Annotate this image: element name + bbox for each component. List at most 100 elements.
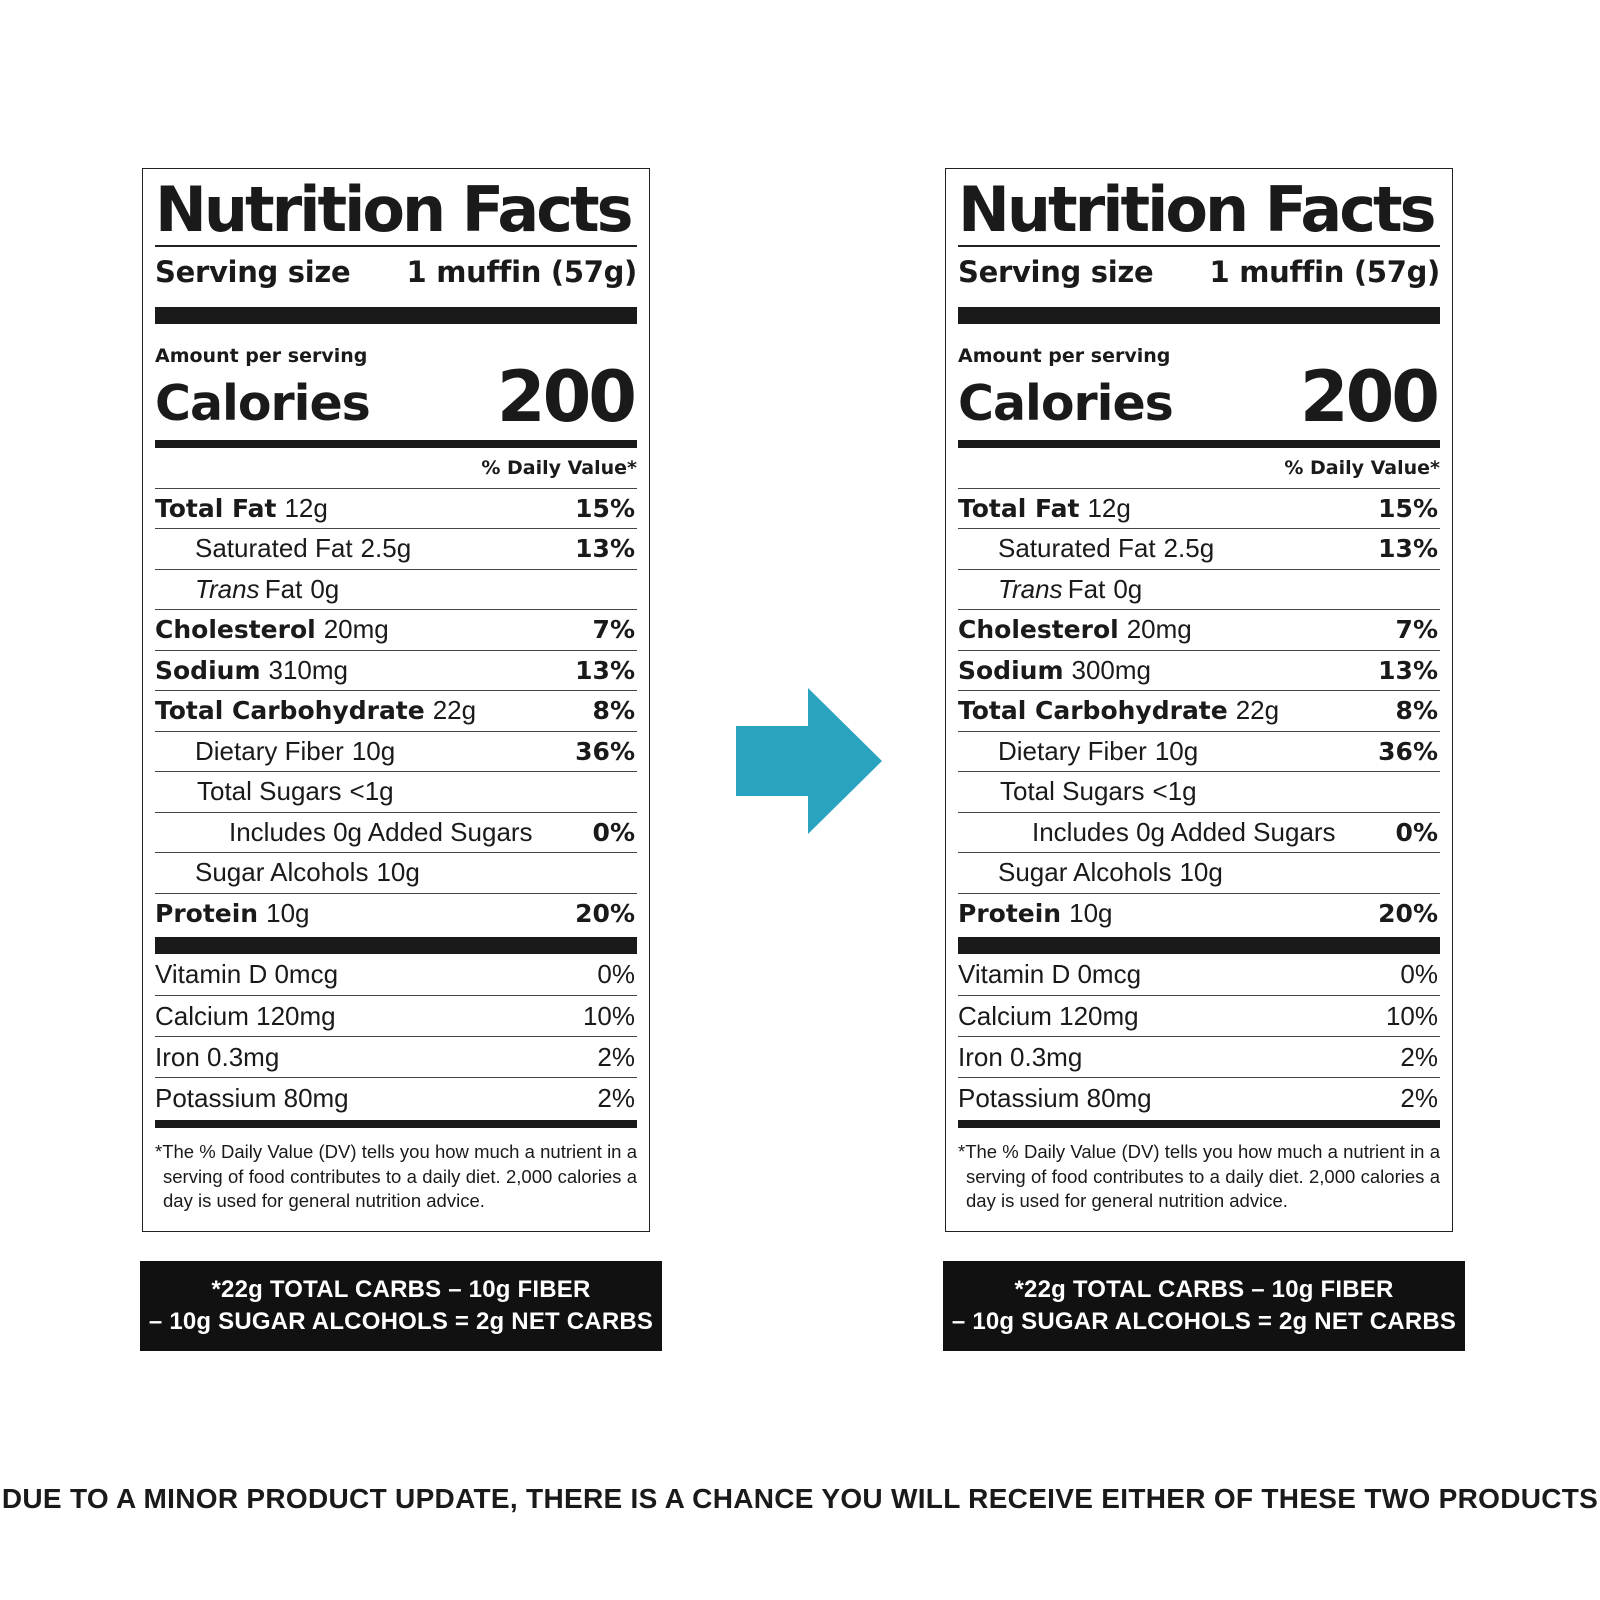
medium-divider xyxy=(155,439,637,448)
divider xyxy=(958,245,1440,247)
calories-label: Calories xyxy=(155,374,371,432)
nutrient-amount: 20mg xyxy=(323,614,389,645)
nutrient-dv: 13% xyxy=(575,655,635,685)
nutrient-name: Dietary Fiber xyxy=(195,735,344,766)
nutrient-name: Total Carbohydrate xyxy=(155,696,425,726)
nutrient-name: Total Fat xyxy=(958,493,1080,523)
vitamin-dv: 0% xyxy=(597,959,635,989)
nutrient-dv: 7% xyxy=(1395,615,1438,645)
nutrient-row-dietary-fiber: Dietary Fiber 10g 36% xyxy=(958,730,1440,772)
nutrient-amount: 12g xyxy=(1087,492,1131,523)
nutrient-amount: 2.5g xyxy=(360,533,412,564)
vitamin-name: Potassium 80mg xyxy=(155,1082,349,1113)
nutrient-dv: 36% xyxy=(1378,736,1438,766)
nutrient-name: Cholesterol xyxy=(958,615,1119,645)
nutrient-row-total-fat: Total Fat 12g 15% xyxy=(155,487,637,529)
nutrient-dv: 7% xyxy=(592,615,635,645)
nutrient-name: Protein xyxy=(958,898,1062,928)
nutrient-name: Sodium xyxy=(155,655,261,685)
nutrient-name: Sugar Alcohols xyxy=(195,857,369,888)
nutrient-dv: 13% xyxy=(575,534,635,564)
vitamin-name: Calcium 120mg xyxy=(958,1000,1139,1031)
vitamin-name: Vitamin D 0mcg xyxy=(958,959,1142,989)
vitamin-dv: 2% xyxy=(597,1041,635,1072)
nutrient-dv: 15% xyxy=(1378,493,1438,523)
nutrient-amount: 10g xyxy=(266,897,310,928)
nutrient-name: Total Carbohydrate xyxy=(958,696,1228,726)
vitamin-name: Calcium 120mg xyxy=(155,1000,336,1031)
thick-divider xyxy=(155,937,637,954)
nutrient-amount: <1g xyxy=(1152,776,1197,807)
nutrient-row-added-sugars: Includes 0g Added Sugars 0% xyxy=(155,811,637,853)
nutrient-name-suffix: Fat xyxy=(1067,573,1106,604)
nutrient-row-total-sugars: Total Sugars <1g xyxy=(155,771,637,812)
divider xyxy=(155,245,637,247)
nutrient-row-added-sugars: Includes 0g Added Sugars 0% xyxy=(958,811,1440,853)
nutrient-amount: 0g xyxy=(310,573,340,604)
nutrient-row-sodium: Sodium 310mg 13% xyxy=(155,649,637,691)
net-carbs-line: – 10g SUGAR ALCOHOLS = 2g NET CARBS xyxy=(148,1308,654,1335)
nutrient-dv: 36% xyxy=(575,736,635,766)
vitamin-name: Potassium 80mg xyxy=(958,1082,1152,1113)
nutrient-amount: 10g xyxy=(1179,857,1223,888)
calories-label: Calories xyxy=(958,374,1174,432)
nutrient-amount: 10g xyxy=(1069,897,1113,928)
vitamin-row: Vitamin D 0mcg 0% xyxy=(155,954,637,995)
nutrient-row-total-sugars: Total Sugars <1g xyxy=(958,771,1440,812)
serving-size-value: 1 muffin (57g) xyxy=(1209,254,1441,289)
nutrient-row-protein: Protein 10g 20% xyxy=(155,892,637,934)
nutrient-amount: 12g xyxy=(284,492,328,523)
vitamin-row: Vitamin D 0mcg 0% xyxy=(958,954,1440,995)
nutrient-name: Includes 0g Added Sugars xyxy=(229,816,533,847)
net-carbs-box: *22g TOTAL CARBS – 10g FIBER – 10g SUGAR… xyxy=(140,1261,662,1351)
nutrient-amount: 0g xyxy=(1113,573,1143,604)
vitamin-row: Potassium 80mg 2% xyxy=(155,1077,637,1118)
thick-divider xyxy=(155,306,637,324)
net-carbs-line: – 10g SUGAR ALCOHOLS = 2g NET CARBS xyxy=(951,1308,1457,1335)
calories-value: 200 xyxy=(1299,355,1440,438)
nutrient-name: Total Fat xyxy=(155,493,277,523)
medium-divider xyxy=(155,1120,637,1128)
nutrient-dv: 8% xyxy=(592,696,635,726)
product-update-notice: DUE TO A MINOR PRODUCT UPDATE, THERE IS … xyxy=(1,1483,1599,1514)
nutrient-dv: 0% xyxy=(1395,817,1438,847)
nutrient-amount: 20mg xyxy=(1126,614,1192,645)
net-carbs-line: *22g TOTAL CARBS – 10g FIBER xyxy=(1014,1276,1394,1303)
nutrient-row-sugar-alcohols: Sugar Alcohols 10g xyxy=(958,852,1440,893)
nutrient-row-total-carbohydrate: Total Carbohydrate 22g 8% xyxy=(958,690,1440,731)
thick-divider xyxy=(958,306,1440,324)
nutrient-amount: <1g xyxy=(349,776,394,807)
calories-row: Calories 200 xyxy=(155,362,637,432)
daily-value-footnote: *The % Daily Value (DV) tells you how mu… xyxy=(958,1141,1440,1211)
nutrient-dv: 8% xyxy=(1395,696,1438,726)
nutrient-name: Saturated Fat xyxy=(195,533,353,564)
nutrient-dv: 15% xyxy=(575,493,635,523)
amount-per-serving: Amount per serving xyxy=(958,344,1171,367)
nutrient-amount: 10g xyxy=(376,857,420,888)
nutrient-name: Protein xyxy=(155,898,259,928)
serving-size-value: 1 muffin (57g) xyxy=(406,254,638,289)
vitamin-dv: 10% xyxy=(582,1000,635,1031)
vitamin-row: Calcium 120mg 10% xyxy=(958,995,1440,1036)
vitamin-name: Iron 0.3mg xyxy=(155,1041,280,1072)
nutrient-name: Saturated Fat xyxy=(998,533,1156,564)
nutrient-amount: 22g xyxy=(432,695,477,726)
nutrient-name: Includes 0g Added Sugars xyxy=(1032,816,1336,847)
nutrient-row-saturated-fat: Saturated Fat 2.5g 13% xyxy=(155,528,637,569)
nutrient-row-trans-fat: Trans Fat 0g xyxy=(958,568,1440,610)
nutrient-row-protein: Protein 10g 20% xyxy=(958,892,1440,934)
nutrient-amount: 10g xyxy=(351,735,396,766)
nutrient-name: Total Sugars xyxy=(197,776,342,807)
nutrient-amount: 310mg xyxy=(268,654,349,685)
nutrient-amount: 300mg xyxy=(1071,654,1152,685)
vitamin-row: Iron 0.3mg 2% xyxy=(155,1036,637,1077)
vitamin-dv: 2% xyxy=(1400,1041,1438,1072)
nutrient-row-cholesterol: Cholesterol 20mg 7% xyxy=(958,609,1440,650)
nutrient-amount: 22g xyxy=(1235,695,1280,726)
calories-value: 200 xyxy=(496,355,637,438)
daily-value-header: % Daily Value* xyxy=(1284,456,1440,479)
nutrient-name: Sugar Alcohols xyxy=(998,857,1172,888)
label-title: Nutrition Facts xyxy=(958,173,1437,246)
net-carbs-box: *22g TOTAL CARBS – 10g FIBER – 10g SUGAR… xyxy=(943,1261,1465,1351)
serving-size-label: Serving size xyxy=(958,254,1154,289)
